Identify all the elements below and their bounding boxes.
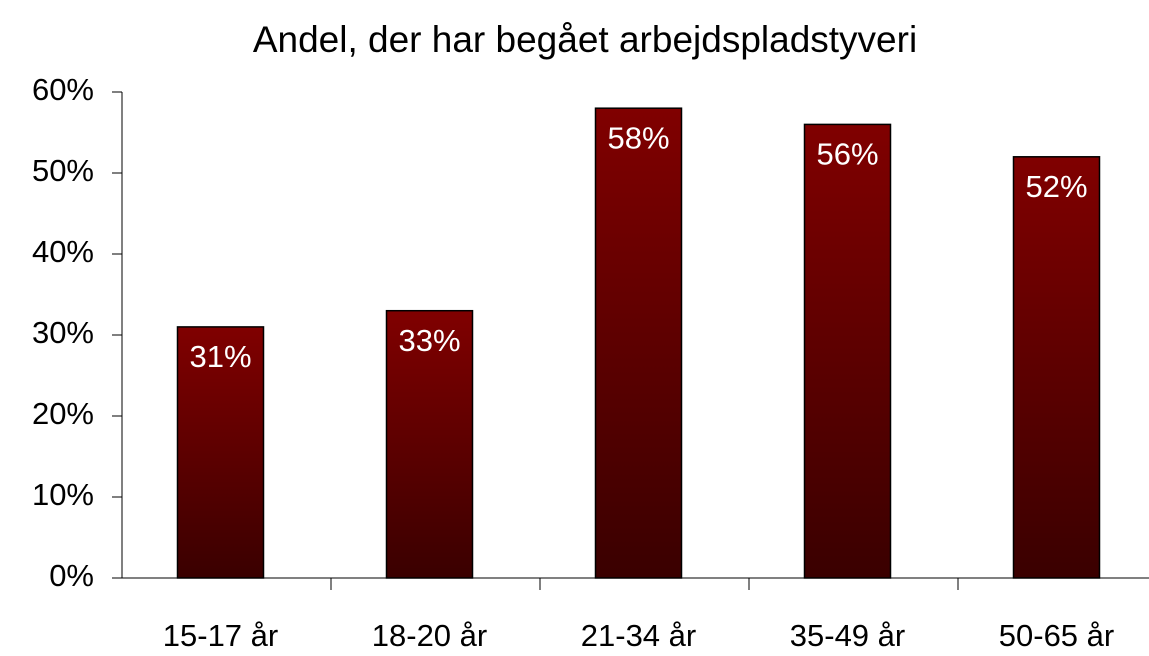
bar (803, 123, 892, 579)
bar (594, 107, 683, 579)
bar (176, 326, 265, 579)
y-tick-label: 10% (32, 477, 94, 512)
x-tick-label: 18-20 år (372, 618, 487, 653)
value-label: 58% (607, 120, 669, 155)
value-label: 52% (1025, 169, 1087, 204)
bar (1012, 156, 1101, 579)
x-tick-label: 50-65 år (999, 618, 1114, 653)
y-tick-label: 30% (32, 315, 94, 350)
chart-title: Andel, der har begået arbejdspladstyveri (253, 19, 917, 60)
bar (385, 309, 474, 579)
y-tick-label: 60% (32, 72, 94, 107)
y-tick-label: 40% (32, 234, 94, 269)
y-tick-label: 50% (32, 153, 94, 188)
y-tick-label: 0% (49, 558, 94, 593)
x-tick-label: 15-17 år (163, 618, 278, 653)
value-label: 56% (816, 137, 878, 172)
value-label: 31% (189, 339, 251, 374)
y-tick-label: 20% (32, 396, 94, 431)
x-tick-label: 21-34 år (581, 618, 696, 653)
value-label: 33% (398, 323, 460, 358)
x-tick-label: 35-49 år (790, 618, 905, 653)
